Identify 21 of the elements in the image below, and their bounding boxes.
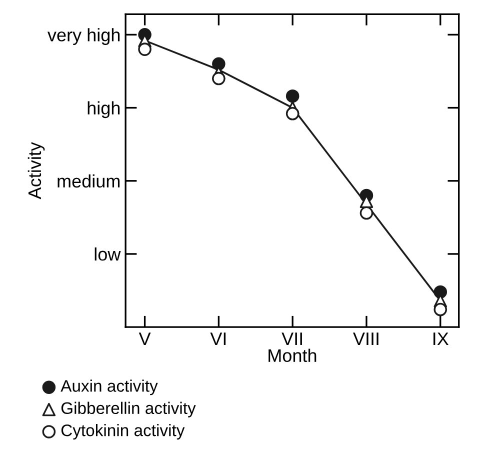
x-tick-label: V bbox=[138, 332, 151, 346]
x-tick-label: VIII bbox=[353, 332, 378, 346]
point bbox=[434, 285, 448, 299]
x-tick-label: VI bbox=[210, 332, 226, 346]
x-axis-title: Month bbox=[268, 348, 316, 362]
point bbox=[212, 72, 226, 86]
text: high bbox=[88, 101, 120, 118]
text: very high bbox=[48, 28, 120, 45]
legend-label: Auxin activity bbox=[60, 380, 158, 396]
point bbox=[286, 106, 300, 120]
y-axis-title: Activity bbox=[28, 142, 45, 200]
legend-label: Gibberellin activity bbox=[61, 402, 196, 418]
point bbox=[286, 89, 300, 103]
x-tick-label: IX bbox=[434, 332, 449, 346]
text: medium bbox=[58, 174, 120, 188]
text: low bbox=[94, 247, 121, 261]
point bbox=[138, 42, 152, 56]
point bbox=[360, 206, 374, 220]
legend-label: Cytokinin activity bbox=[61, 424, 185, 440]
x-tick-label: VII bbox=[282, 332, 302, 346]
point bbox=[434, 302, 448, 316]
